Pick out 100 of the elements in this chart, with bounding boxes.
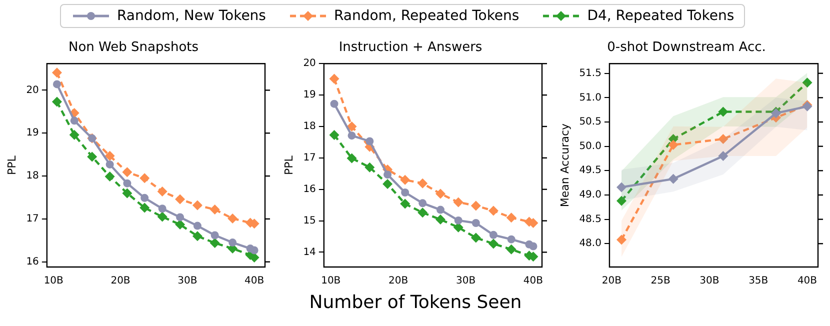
point: [175, 194, 186, 204]
x-tick-label: 30B: [178, 276, 198, 287]
point: [52, 80, 61, 88]
point: [400, 198, 410, 209]
point: [453, 197, 464, 208]
point: [210, 238, 220, 248]
point: [228, 238, 237, 247]
point: [718, 151, 728, 162]
point: [616, 182, 626, 192]
point: [382, 179, 393, 190]
point: [470, 200, 481, 211]
point: [384, 170, 392, 179]
point: [668, 140, 678, 150]
y-tick-label: 51.0: [579, 92, 602, 104]
point: [104, 171, 115, 182]
x-tick-label: 10B: [44, 276, 64, 287]
point: [106, 160, 114, 168]
point: [122, 167, 132, 178]
point: [210, 204, 220, 214]
x-tick-label: 40B: [523, 276, 544, 287]
x-tick-label: 20B: [110, 276, 130, 287]
point: [228, 214, 238, 224]
point: [435, 188, 446, 199]
point: [346, 153, 357, 164]
point: [802, 78, 812, 88]
y-tick-label: 20: [26, 84, 39, 96]
point: [472, 218, 480, 227]
point: [329, 130, 340, 140]
point: [157, 212, 168, 222]
point: [454, 216, 462, 224]
point: [69, 130, 80, 140]
point: [87, 152, 98, 162]
y-tick-label: 20: [303, 58, 316, 70]
chart-title: Non Web Snapshots: [68, 40, 199, 56]
x-axis-title: Number of Tokens Seen: [308, 292, 523, 313]
y-axis-title: PPL: [282, 154, 296, 176]
chart-title: 0-shot Downstream Acc.: [607, 40, 766, 56]
point: [104, 150, 115, 161]
y-tick-label: 48.5: [579, 214, 602, 225]
point: [192, 200, 202, 210]
x-tick-label: 35B: [748, 276, 768, 287]
point: [418, 178, 428, 188]
point: [52, 68, 62, 78]
y-axis-title: PPL: [5, 154, 18, 176]
y-tick-label: 17: [26, 214, 39, 225]
point: [175, 220, 186, 230]
point: [435, 214, 446, 225]
y-tick-label: 14: [303, 246, 316, 258]
x-tick-label: 40B: [244, 276, 264, 287]
y-tick-label: 48.0: [579, 238, 602, 250]
x-tick-label: 30B: [700, 276, 720, 287]
y-tick-label: 50.0: [579, 140, 602, 152]
point: [348, 132, 356, 140]
point: [210, 231, 219, 240]
chart-title: Instruction + Answers: [338, 40, 482, 56]
legend-label: Random, New Tokens: [116, 8, 266, 24]
point: [507, 235, 516, 244]
x-tick-label: 40B: [797, 276, 818, 287]
point: [718, 106, 728, 117]
point: [52, 96, 62, 107]
point: [616, 234, 626, 245]
point: [529, 242, 538, 250]
point: [140, 202, 150, 213]
point: [192, 231, 202, 242]
y-tick-label: 16: [303, 184, 316, 195]
point: [329, 74, 340, 84]
y-tick-label: 19: [303, 90, 316, 101]
y-tick-label: 51.5: [579, 68, 602, 79]
point: [140, 194, 149, 202]
point: [250, 246, 258, 254]
point: [436, 206, 444, 214]
point: [140, 173, 150, 184]
point: [488, 206, 498, 216]
x-tick-label: 25B: [650, 276, 671, 287]
x-tick-label: 10B: [321, 276, 341, 287]
point: [330, 100, 338, 108]
point: [400, 174, 410, 185]
point: [616, 196, 626, 206]
point: [506, 244, 516, 254]
point: [418, 208, 428, 218]
point: [489, 230, 498, 239]
y-tick-label: 19: [26, 128, 39, 139]
y-tick-label: 16: [26, 256, 39, 268]
point: [176, 213, 184, 222]
point: [366, 137, 374, 146]
point: [346, 121, 357, 132]
point: [157, 186, 168, 196]
y-tick-label: 49.5: [579, 165, 602, 176]
point: [122, 188, 132, 198]
point: [364, 162, 375, 172]
point: [401, 188, 410, 196]
x-tick-label: 20B: [388, 276, 408, 287]
point: [718, 134, 728, 144]
y-tick-label: 49.0: [579, 190, 602, 201]
y-tick-label: 50.5: [579, 116, 602, 128]
legend-label: D4, Repeated Tokens: [586, 8, 734, 24]
y-axis-title: Mean Accuracy: [558, 122, 572, 208]
point: [193, 222, 202, 230]
point: [418, 199, 427, 208]
point: [668, 174, 678, 184]
